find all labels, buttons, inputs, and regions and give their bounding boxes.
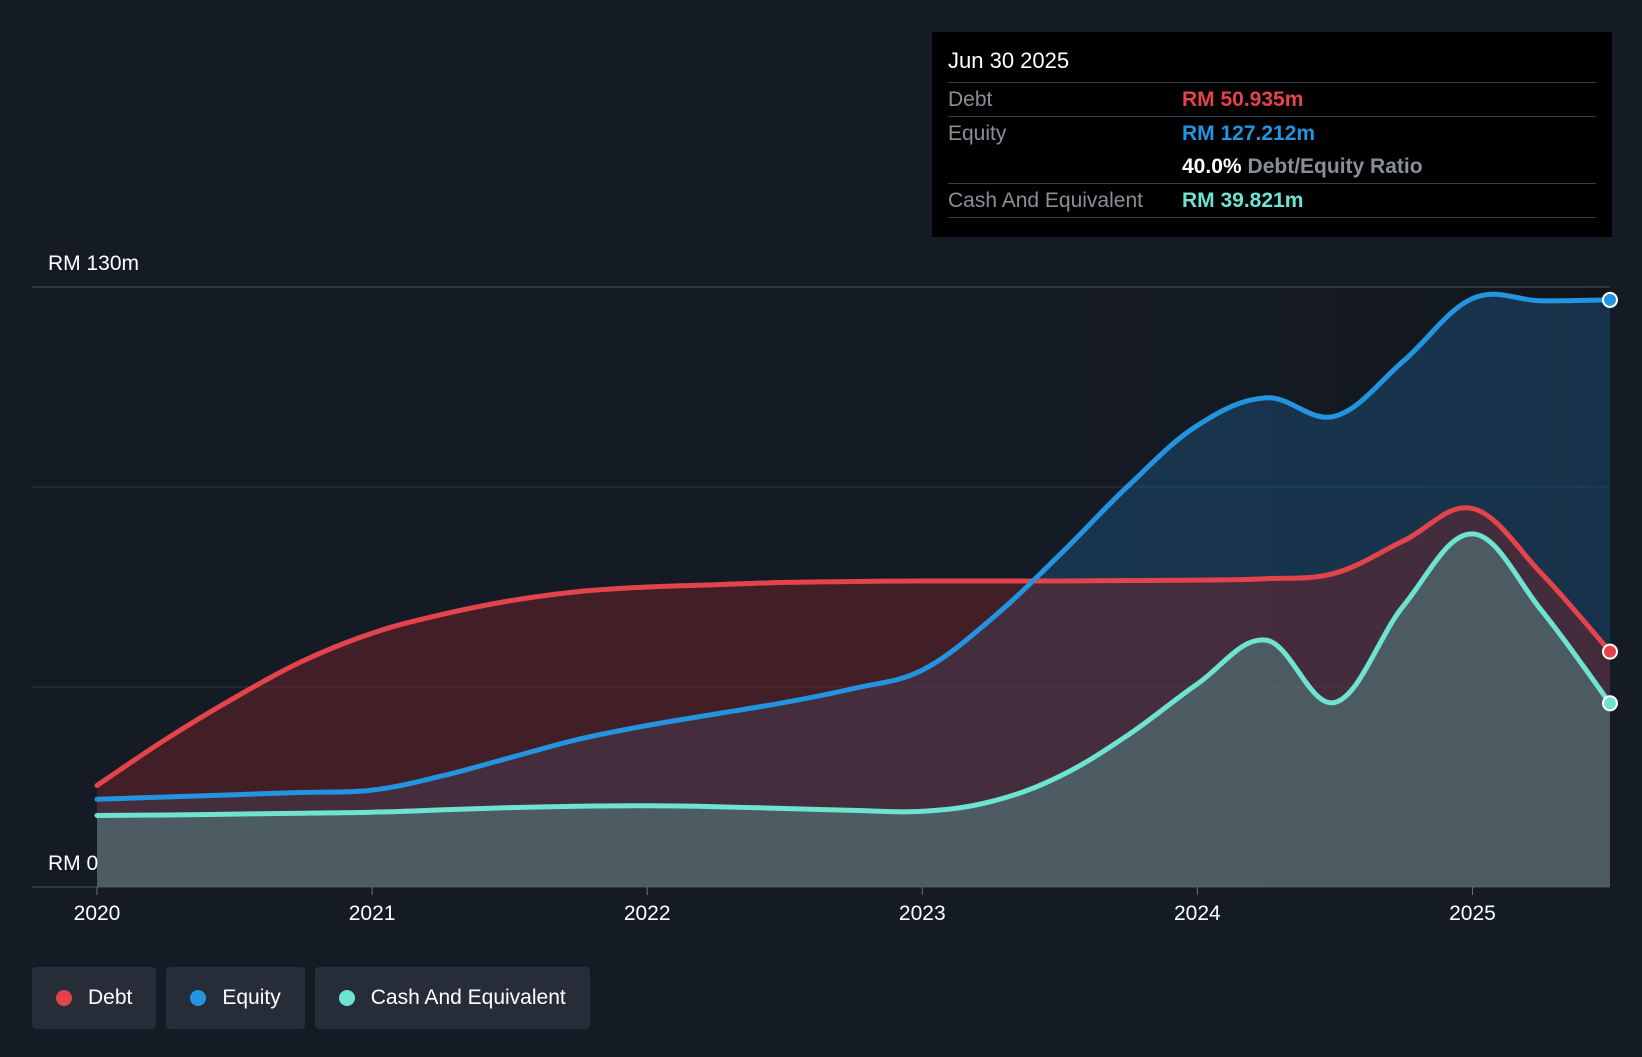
tooltip-equity-row: Equity RM 127.212m [948, 117, 1596, 150]
tooltip-debt-value: RM 50.935m [1182, 87, 1304, 111]
y-tick-label-max: RM 130m [48, 252, 139, 275]
legend-debt-dot-icon [56, 990, 72, 1006]
tooltip-ratio-label: Debt/Equity Ratio [1247, 154, 1423, 178]
marker-layer [1602, 291, 1618, 712]
legend-cash-label: Cash And Equivalent [370, 986, 566, 1009]
equity-end-marker[interactable] [1602, 291, 1618, 308]
x-tick-label: 2022 [624, 902, 671, 925]
legend-equity-label: Equity [222, 986, 281, 1009]
legend-debt-label: Debt [88, 986, 133, 1009]
chart-legend: Debt Equity Cash And Equivalent [32, 967, 590, 1029]
legend-cash-dot-icon [338, 990, 355, 1006]
legend-item-debt[interactable]: Debt [32, 967, 157, 1029]
x-tick-label: 2024 [1174, 902, 1221, 925]
x-tick-label: 2020 [74, 902, 121, 925]
axis-layer: RM 130m RM 0 2020 2021 2022 2023 2024 2025 [48, 252, 1496, 925]
equity-area [97, 294, 1610, 887]
legend-item-equity[interactable]: Equity [166, 967, 305, 1029]
tooltip-debt-row: Debt RM 50.935m [948, 83, 1596, 117]
debt-line [94, 505, 1613, 788]
area-layer [97, 294, 1610, 887]
cash-line [94, 531, 1613, 818]
legend-item-cash[interactable]: Cash And Equivalent [314, 967, 590, 1029]
tooltip-cash-label: Cash And Equivalent [948, 188, 1143, 212]
x-tick-label: 2023 [899, 902, 946, 925]
debt-end-marker[interactable] [1602, 643, 1618, 660]
tooltip-ratio-row: 40.0% Debt/Equity Ratio [948, 150, 1596, 184]
cash-area [97, 533, 1610, 887]
tooltip-equity-label: Equity [948, 121, 1007, 145]
cash-end-marker[interactable] [1602, 695, 1618, 712]
tooltip-ratio-value: 40.0% [1182, 154, 1242, 178]
tooltip-equity-value: RM 127.212m [1182, 121, 1316, 145]
tooltip-cash-value: RM 39.821m [1182, 188, 1304, 212]
tooltip-panel: Jun 30 2025 Debt RM 50.935m Equity RM 12… [932, 32, 1612, 237]
x-tick-label: 2025 [1449, 902, 1496, 925]
x-tick-label: 2021 [349, 902, 396, 925]
tooltip-debt-label: Debt [948, 87, 993, 111]
equity-line [94, 291, 1613, 802]
debt-area [97, 507, 1610, 887]
legend-equity-dot-icon [190, 990, 207, 1006]
line-layer [94, 291, 1613, 818]
tooltip-date: Jun 30 2025 [948, 46, 1596, 83]
tooltip-cash-row: Cash And Equivalent RM 39.821m [948, 184, 1596, 218]
y-tick-label-zero: RM 0 [48, 852, 98, 875]
